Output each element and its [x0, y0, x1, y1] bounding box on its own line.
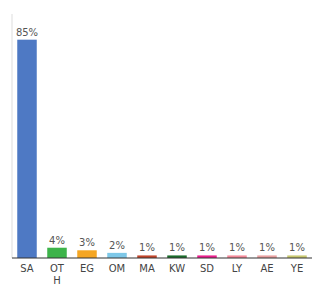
tick-label-line: EG: [80, 263, 94, 274]
x-tick-label: AE: [260, 263, 273, 274]
bar: [77, 250, 97, 258]
y-axis-line: [12, 14, 13, 258]
tick-label-line: KW: [169, 263, 185, 274]
data-label: 1%: [229, 242, 245, 253]
data-label: 85%: [16, 27, 38, 38]
x-tick-label: SA: [20, 263, 34, 274]
tick-label-line: OM: [109, 263, 126, 274]
chart-svg: 85% 4% 3% 2% 1% 1% 1% 1% 1% 1% SA OTH EG OM MA KW SD LY AE…: [0, 0, 320, 300]
tick-label-line: SA: [20, 263, 34, 274]
data-label: 1%: [199, 242, 215, 253]
bar: [47, 248, 67, 258]
data-label: 3%: [79, 237, 95, 248]
tick-label-line: YE: [290, 263, 303, 274]
chart-container: 85% 4% 3% 2% 1% 1% 1% 1% 1% 1% SA OTH EG OM MA KW SD LY AE…: [0, 0, 320, 300]
tick-label-line: MA: [139, 263, 155, 274]
tick-label-line: LY: [232, 263, 243, 274]
x-tick-label: OTH: [50, 263, 65, 286]
x-tick-label: LY: [232, 263, 243, 274]
tick-label-line: AE: [260, 263, 273, 274]
bar: [107, 253, 127, 258]
x-axis-line: [12, 257, 312, 258]
x-tick-labels: SA OTH EG OM MA KW SD LY AE YE: [20, 263, 303, 286]
data-label: 1%: [289, 242, 305, 253]
tick-label-line: OT: [50, 263, 65, 274]
data-label: 1%: [139, 242, 155, 253]
data-label: 2%: [109, 240, 125, 251]
x-tick-label: SD: [200, 263, 214, 274]
x-tick-label: MA: [139, 263, 155, 274]
data-labels: 85% 4% 3% 2% 1% 1% 1% 1% 1% 1%: [16, 27, 305, 254]
tick-label-line: H: [53, 275, 61, 286]
x-tick-label: OM: [109, 263, 126, 274]
bars: [17, 40, 307, 258]
bar: [17, 40, 37, 258]
data-label: 1%: [169, 242, 185, 253]
x-tick-label: EG: [80, 263, 94, 274]
data-label: 4%: [49, 235, 65, 246]
x-tick-label: YE: [290, 263, 303, 274]
tick-label-line: SD: [200, 263, 214, 274]
data-label: 1%: [259, 242, 275, 253]
x-tick-label: KW: [169, 263, 185, 274]
